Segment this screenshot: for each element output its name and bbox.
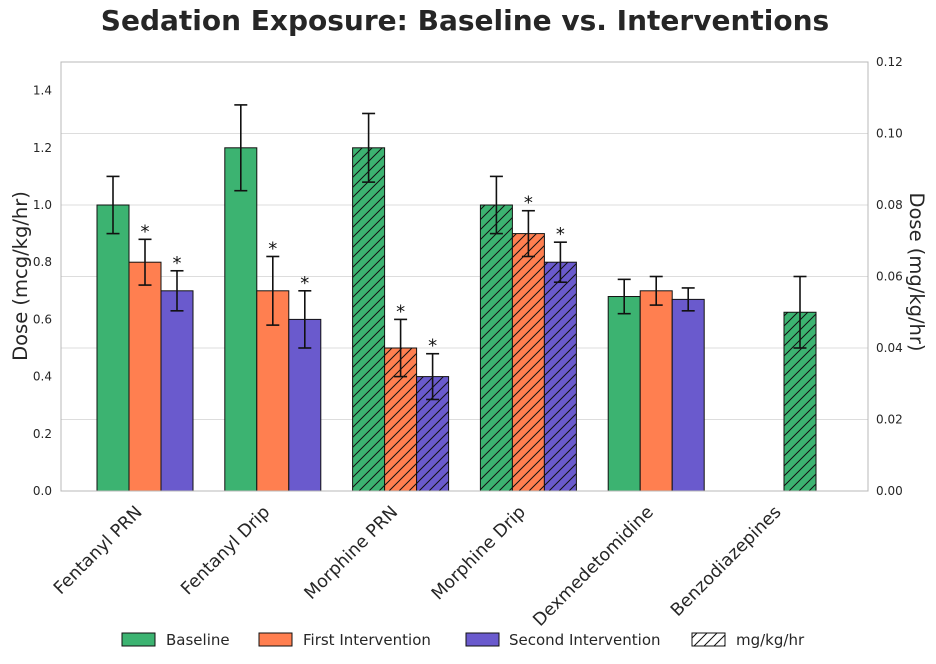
bar-fill-fentanyl-prn-first-intervention: [129, 262, 161, 491]
bar-fill-dexmedetomidine-baseline: [608, 296, 641, 491]
legend-swatch-second-intervention: [465, 632, 500, 647]
chart-title: Sedation Exposure: Baseline vs. Interven…: [101, 4, 829, 37]
y-tick-label-right: 0.04: [876, 341, 903, 355]
gridlines: [61, 133, 868, 420]
legend-swatch-baseline: [121, 632, 156, 647]
error-bar-fentanyl-prn-first-intervention: [138, 238, 152, 286]
error-bar-dexmedetomidine-first-intervention: [649, 275, 663, 306]
legend-item-hatch: mg/kg/hr: [691, 631, 805, 649]
legend-label-second-intervention: Second Intervention: [509, 631, 661, 649]
significance-asterisk-morphine-prn-second-intervention: *: [428, 336, 437, 357]
bar-fill-fentanyl-drip-baseline: [224, 147, 257, 492]
bar-hatch-morphine-prn-baseline: [352, 147, 385, 492]
legend-item-second-intervention: Second Intervention: [465, 631, 661, 649]
error-bar-morphine-drip-second-intervention: [553, 241, 567, 284]
error-bar-fentanyl-prn-second-intervention: [170, 269, 184, 312]
bar-fentanyl-drip-baseline: [224, 147, 258, 492]
bar-hatch-morphine-drip-baseline: [480, 205, 513, 491]
error-bar-fentanyl-drip-first-intervention: [266, 255, 280, 326]
plot-frame: [60, 61, 869, 492]
y-tick-label-left: 0.8: [33, 255, 52, 269]
bar-fill-dexmedetomidine-first-intervention: [640, 290, 673, 491]
y-tick-label-left: 0.6: [33, 312, 52, 326]
legend-label-first-intervention: First Intervention: [303, 631, 431, 649]
y-axis-label-right: Dose (mg/kg/hr): [905, 192, 928, 351]
y-tick-label-left: 1.0: [33, 198, 52, 212]
bars: [96, 147, 817, 492]
bar-dexmedetomidine-first-intervention: [639, 290, 673, 492]
y-tick-label-left: 0.2: [33, 427, 52, 441]
bar-dexmedetomidine-baseline: [607, 296, 641, 492]
bar-hatch-morphine-drip-first-intervention: [512, 233, 545, 491]
bar-morphine-drip-first-intervention: [511, 233, 545, 492]
bar-fentanyl-prn-baseline: [96, 204, 130, 492]
y-tick-label-right: 0.00: [876, 484, 903, 498]
error-bar-fentanyl-prn-baseline: [106, 175, 120, 235]
bar-dexmedetomidine-second-intervention: [671, 298, 705, 492]
y-tick-label-left: 1.4: [33, 84, 52, 98]
error-bar-morphine-drip-baseline: [489, 175, 503, 235]
tick-labels: 0.0 0.2 0.4 0.6 0.8 1.0 1.2 1.4 0.00 0.02 0.04 0.06…: [33, 55, 903, 498]
bar-morphine-drip-second-intervention: [543, 261, 577, 492]
error-bar-morphine-prn-baseline: [362, 112, 376, 183]
bar-hatch-morphine-drip-second-intervention: [544, 262, 577, 491]
y-tick-label-right: 0.02: [876, 413, 903, 427]
significance-asterisk-fentanyl-prn-first-intervention: *: [141, 221, 150, 242]
significance-asterisk-morphine-prn-first-intervention: *: [396, 301, 405, 322]
error-bar-morphine-prn-first-intervention: [394, 318, 408, 378]
bar-fentanyl-prn-first-intervention: [128, 261, 162, 492]
error-bar-dexmedetomidine-baseline: [617, 278, 631, 315]
error-bar-fentanyl-drip-baseline: [234, 104, 248, 192]
significance-asterisk-morphine-drip-second-intervention: *: [556, 224, 565, 245]
legend-swatch-hatch: [691, 632, 726, 647]
bar-morphine-prn-second-intervention: [416, 376, 450, 492]
bar-morphine-drip-baseline: [479, 204, 513, 492]
legend-label-hatch: mg/kg/hr: [736, 631, 805, 649]
error-bar-morphine-prn-second-intervention: [426, 352, 440, 401]
y-tick-label-right: 0.08: [876, 198, 903, 212]
y-tick-label-right: 0.06: [876, 270, 903, 284]
y-tick-label-left: 0.4: [33, 370, 52, 384]
y-tick-label-right: 0.10: [876, 127, 903, 141]
y-axis-label-left: Dose (mcg/kg/hr): [9, 191, 32, 361]
significance-asterisk-fentanyl-prn-second-intervention: *: [173, 253, 182, 274]
y-tick-label-left: 0.0: [33, 484, 52, 498]
error-bars: * * * * * * * *: [106, 104, 807, 401]
legend-label-baseline: Baseline: [166, 631, 230, 649]
legend-item-baseline: Baseline: [121, 631, 230, 649]
bar-morphine-prn-baseline: [352, 147, 386, 492]
y-tick-label-right: 0.12: [876, 55, 903, 69]
bar-fill-dexmedetomidine-second-intervention: [672, 299, 705, 491]
error-bar-fentanyl-drip-second-intervention: [298, 289, 312, 349]
bar-fill-fentanyl-prn-second-intervention: [161, 290, 193, 491]
error-bar-morphine-drip-first-intervention: [521, 209, 535, 258]
legend-swatch-first-intervention: [258, 632, 293, 647]
legend: Baseline First Intervention Second Inter…: [121, 631, 805, 649]
error-bar-dexmedetomidine-second-intervention: [681, 287, 695, 312]
bar-fentanyl-prn-second-intervention: [160, 290, 194, 492]
legend-item-first-intervention: First Intervention: [258, 631, 431, 649]
significance-asterisk-morphine-drip-first-intervention: *: [524, 193, 533, 214]
error-bar-benzodiazepines-baseline: [793, 275, 807, 349]
significance-asterisk-fentanyl-drip-second-intervention: *: [300, 273, 309, 294]
bar-fill-fentanyl-prn-baseline: [97, 205, 129, 491]
significance-asterisk-fentanyl-drip-first-intervention: *: [268, 238, 277, 259]
y-tick-label-left: 1.2: [33, 141, 52, 155]
